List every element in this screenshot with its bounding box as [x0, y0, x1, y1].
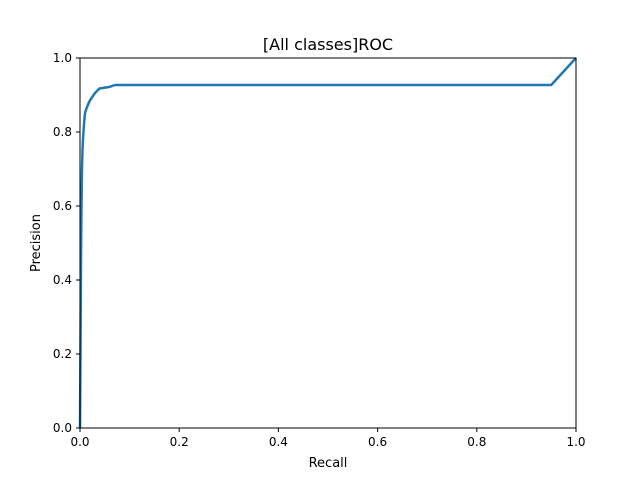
y-tick-label: 0.8 — [53, 125, 72, 139]
x-tick-label: 0.8 — [467, 435, 486, 449]
series-line-0 — [78, 57, 577, 429]
x-axis-ticks: 0.0 0.2 0.4 0.6 0.8 1.0 — [70, 428, 586, 449]
x-axis-label: Recall — [309, 456, 348, 471]
chart-title: [All classes]ROC — [263, 35, 393, 54]
y-tick-label: 0.4 — [53, 273, 72, 287]
y-axis-ticks: 0.0 0.2 0.4 0.6 0.8 1.0 — [53, 51, 80, 435]
x-tick-label: 0.2 — [170, 435, 189, 449]
x-tick-label: 0.6 — [368, 435, 387, 449]
series-layer — [78, 57, 577, 429]
x-tick-label: 1.0 — [566, 435, 585, 449]
plot-frame — [79, 57, 577, 429]
x-tick-label: 0.0 — [70, 435, 89, 449]
y-axis-label: Precision — [29, 214, 44, 272]
x-tick-label: 0.4 — [269, 435, 288, 449]
y-tick-label: 0.0 — [53, 421, 72, 435]
y-tick-label: 0.6 — [53, 199, 72, 213]
y-tick-label: 1.0 — [53, 51, 72, 65]
y-tick-label: 0.2 — [53, 347, 72, 361]
